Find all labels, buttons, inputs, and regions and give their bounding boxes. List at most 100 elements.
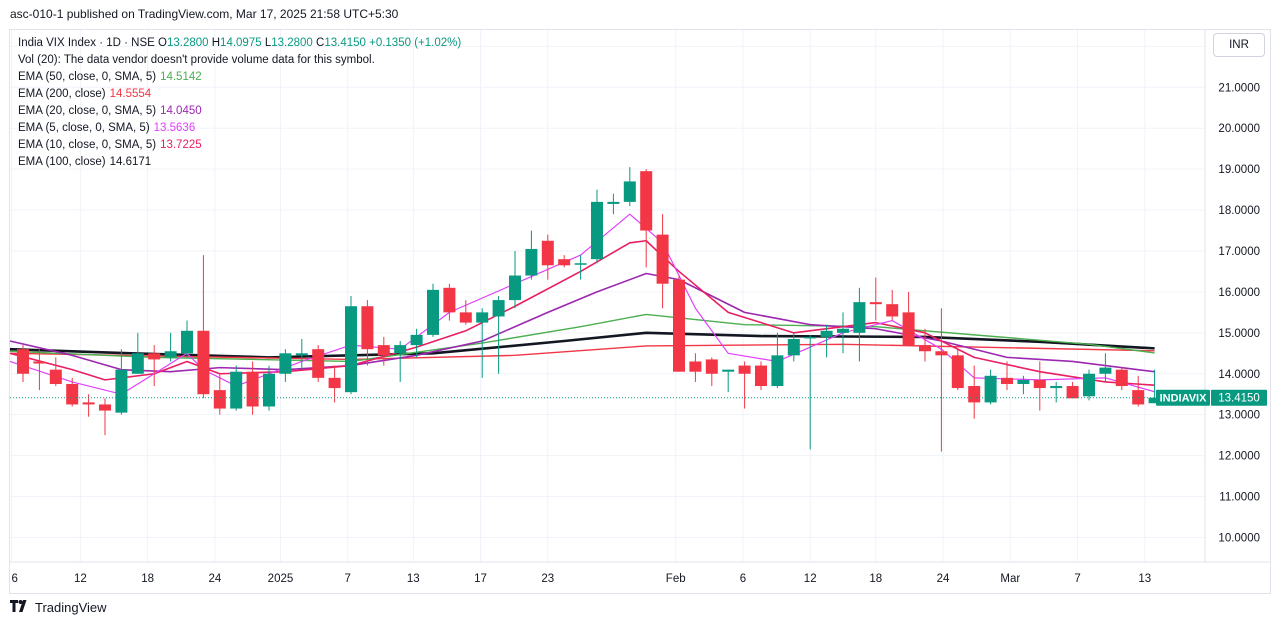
open-label: O <box>158 37 167 49</box>
low-label: L <box>264 37 272 49</box>
candle-body <box>804 336 817 339</box>
legend-symbol: India VIX Index · 1D · NSE <box>18 37 155 49</box>
candle-body <box>869 302 882 305</box>
candle-body <box>656 234 669 284</box>
candle-body <box>640 171 653 231</box>
x-tick-label: Mar <box>1000 573 1020 585</box>
candle-body <box>1115 369 1128 387</box>
candle-body <box>1066 386 1079 399</box>
candle-body <box>230 371 243 409</box>
candle-body <box>607 201 620 204</box>
indicator-value: 14.5142 <box>160 71 202 83</box>
candle-body <box>984 375 997 403</box>
candle-body <box>705 359 718 374</box>
indicator-row: EMA (100, close) 14.6171 <box>18 154 461 171</box>
x-tick-label: 6 <box>740 573 746 585</box>
y-tick-label: 12.0000 <box>1218 451 1260 463</box>
x-tick-label: 23 <box>541 573 554 585</box>
candle-body <box>1099 367 1112 374</box>
price-axis: 10.0000 11.0000 12.0000 13.0000 14.0000 15.00… <box>10 30 1270 563</box>
y-tick-label: 21.0000 <box>1218 82 1260 94</box>
candle-body <box>148 353 161 360</box>
candle-body <box>295 353 308 356</box>
x-tick-label: 24 <box>937 573 950 585</box>
x-tick-label: 12 <box>804 573 817 585</box>
indicator-row: EMA (5, close, 0, SMA, 5) 13.5636 <box>18 120 461 137</box>
indicator-value: 14.0450 <box>160 105 202 117</box>
currency-button[interactable]: INR <box>1213 33 1265 57</box>
indicator-label: EMA (200, close) <box>18 88 106 100</box>
indicator-label: EMA (5, close, 0, SMA, 5) <box>18 122 150 134</box>
x-tick-label: 12 <box>74 573 87 585</box>
candle-body <box>492 300 505 317</box>
x-tick-label: 13 <box>1138 573 1151 585</box>
indicator-label: EMA (20, close, 0, SMA, 5) <box>18 105 157 117</box>
ema-line <box>9 239 1155 387</box>
candle-body <box>443 287 456 313</box>
low-value: 13.2800 <box>271 37 313 49</box>
indicator-label: EMA (100, close) <box>18 156 106 168</box>
x-tick-label: 18 <box>141 573 154 585</box>
candle-body <box>66 383 79 405</box>
candle-body <box>427 289 439 335</box>
ema-line <box>9 272 1155 373</box>
x-tick-label: Feb <box>666 573 686 585</box>
indicator-row: EMA (200, close) 14.5554 <box>18 86 461 103</box>
y-tick-label: 18.0000 <box>1218 205 1260 217</box>
candle-body <box>1001 377 1013 384</box>
candle-body <box>82 402 95 405</box>
indicator-label: EMA (10, close, 0, SMA, 5) <box>18 139 157 151</box>
candle-body <box>1017 379 1030 384</box>
candle-body <box>951 355 964 389</box>
candle-body <box>345 306 357 393</box>
candle-body <box>394 345 407 354</box>
ema-line <box>9 343 1155 361</box>
candle-body <box>722 369 735 372</box>
high-value: 14.0975 <box>220 37 262 49</box>
last-price-tag <box>1211 389 1267 406</box>
candle-body <box>919 345 931 352</box>
symbol-tag <box>1156 389 1210 406</box>
candle-body <box>623 181 636 202</box>
candle-body <box>968 386 981 403</box>
candle-body <box>213 390 226 409</box>
x-tick-label: 18 <box>869 573 882 585</box>
y-tick-label: 17.0000 <box>1218 246 1260 258</box>
candle-body <box>33 361 46 364</box>
indicator-row: EMA (20, close, 0, SMA, 5) 14.0450 <box>18 103 461 120</box>
candle-body <box>1083 373 1095 397</box>
candle-body <box>853 302 866 333</box>
candle-body <box>1050 386 1063 389</box>
indicator-row: EMA (10, close, 0, SMA, 5) 13.7225 <box>18 137 461 154</box>
chart-grid <box>10 30 1205 562</box>
x-tick-label: 6 <box>12 573 18 585</box>
y-tick-label: 19.0000 <box>1218 164 1260 176</box>
time-axis: 6 12 18 24 2025 7 13 17 23 Feb 6 12 18 24 Mar 7 13 <box>12 573 1152 585</box>
y-tick-label: 11.0000 <box>1219 492 1260 504</box>
footer-brand[interactable]: TradingView <box>10 600 107 615</box>
candle-body <box>886 304 899 317</box>
tv-logo-icon <box>10 600 30 615</box>
chart-legend: India VIX Index · 1D · NSE O13.2800 H14.… <box>18 35 461 171</box>
candle-body <box>820 330 833 337</box>
candle-body <box>361 306 374 350</box>
candles <box>17 167 1161 452</box>
candle-body <box>377 345 390 356</box>
candle-body <box>328 377 341 389</box>
candle-body <box>689 361 702 372</box>
candle-body <box>591 201 603 260</box>
candle-body <box>476 312 489 323</box>
candle-body <box>541 240 554 266</box>
candle-body <box>197 330 210 395</box>
indicator-value: 14.6171 <box>109 156 152 168</box>
y-tick-label: 16.0000 <box>1218 287 1260 299</box>
candle-body <box>181 330 193 354</box>
indicator-label: EMA (50, close, 0, SMA, 5) <box>18 71 157 83</box>
close-value: 13.4150 <box>324 37 366 49</box>
candle-body <box>131 353 144 374</box>
open-value: 13.2800 <box>166 37 209 49</box>
candle-body <box>574 263 587 265</box>
candle-body <box>673 279 685 372</box>
x-tick-label: 7 <box>345 573 351 585</box>
